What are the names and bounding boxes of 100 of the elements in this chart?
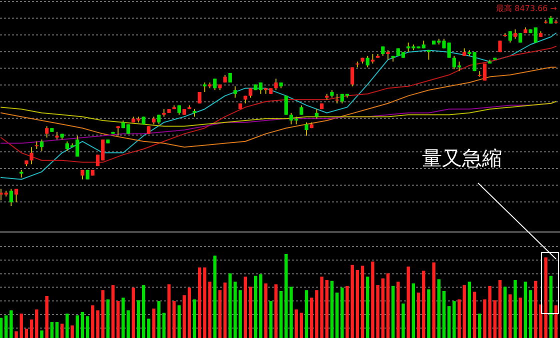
bar — [340, 288, 344, 338]
bar — [178, 305, 181, 338]
bar — [528, 290, 532, 338]
candlestick — [274, 78, 278, 91]
bar — [223, 282, 227, 338]
candlestick — [213, 78, 217, 91]
candlestick — [386, 50, 390, 60]
candlestick — [14, 188, 18, 203]
bar — [360, 266, 364, 338]
candlestick — [198, 92, 202, 104]
bar — [80, 312, 84, 338]
bar — [24, 328, 28, 338]
bar — [274, 284, 278, 338]
bar — [192, 299, 196, 338]
bar — [402, 304, 405, 338]
bar — [188, 288, 191, 338]
bar — [381, 278, 384, 338]
bar — [172, 301, 176, 338]
bar — [157, 301, 160, 338]
bar — [427, 289, 430, 338]
candlestick — [40, 139, 44, 152]
bar — [416, 292, 420, 338]
bar — [493, 300, 496, 338]
bar — [264, 283, 268, 338]
bar — [228, 273, 232, 338]
bar — [412, 283, 416, 338]
bar — [452, 301, 456, 338]
bar — [116, 301, 120, 338]
bar — [152, 308, 156, 338]
bar — [549, 276, 553, 338]
bar — [14, 331, 18, 338]
bar — [248, 286, 252, 338]
candlestick — [426, 50, 431, 60]
candlestick — [513, 28, 518, 40]
bar — [182, 295, 186, 338]
candlestick — [370, 54, 374, 64]
bar — [335, 292, 339, 338]
bar — [86, 316, 90, 338]
bar — [386, 273, 390, 338]
bar — [524, 282, 528, 338]
bar — [304, 290, 308, 338]
bar — [406, 266, 410, 338]
bar — [4, 315, 8, 338]
bar — [167, 284, 171, 338]
candlestick — [284, 95, 288, 116]
candlestick — [335, 93, 339, 104]
candlestick — [233, 86, 238, 98]
bar — [269, 301, 272, 338]
bar — [244, 276, 248, 338]
candlestick — [248, 88, 252, 98]
candlestick — [366, 55, 370, 68]
bar — [45, 296, 48, 338]
bar — [294, 309, 298, 338]
bar — [142, 285, 146, 338]
bar — [279, 290, 283, 338]
bar — [325, 280, 328, 338]
candlestick — [45, 126, 49, 138]
bar — [472, 292, 476, 338]
bar — [534, 280, 538, 338]
bar — [55, 322, 59, 338]
bar — [290, 286, 293, 338]
bar — [432, 262, 436, 338]
bar — [76, 315, 79, 338]
bar — [391, 286, 395, 338]
candlestick — [304, 122, 308, 136]
bar — [330, 280, 334, 338]
bar — [60, 324, 64, 338]
bar — [132, 288, 135, 338]
bar — [50, 322, 54, 338]
bar — [442, 290, 446, 338]
bar — [508, 294, 512, 338]
bar — [300, 312, 304, 338]
bar — [366, 276, 370, 338]
bar — [10, 310, 13, 338]
bar — [518, 298, 522, 338]
bar — [554, 305, 558, 338]
bar — [478, 314, 482, 338]
bar — [162, 312, 166, 338]
bar — [356, 270, 360, 338]
bar — [447, 306, 451, 338]
bar — [0, 318, 3, 338]
bar — [106, 299, 110, 338]
bar — [111, 285, 115, 338]
bar — [498, 280, 502, 338]
bar — [66, 314, 69, 338]
text: 最高 8473.66 → — [496, 4, 558, 13]
candlestick — [202, 82, 206, 92]
candlestick — [300, 104, 304, 116]
bar — [284, 254, 288, 338]
bar — [259, 274, 262, 338]
bar — [147, 318, 150, 338]
bar — [503, 286, 507, 338]
bar — [198, 267, 202, 338]
bar — [514, 280, 517, 338]
bar — [310, 298, 314, 338]
bar — [35, 309, 38, 338]
bar — [422, 270, 426, 338]
candlestick — [508, 30, 512, 44]
bar — [218, 290, 222, 338]
bar — [468, 282, 472, 338]
